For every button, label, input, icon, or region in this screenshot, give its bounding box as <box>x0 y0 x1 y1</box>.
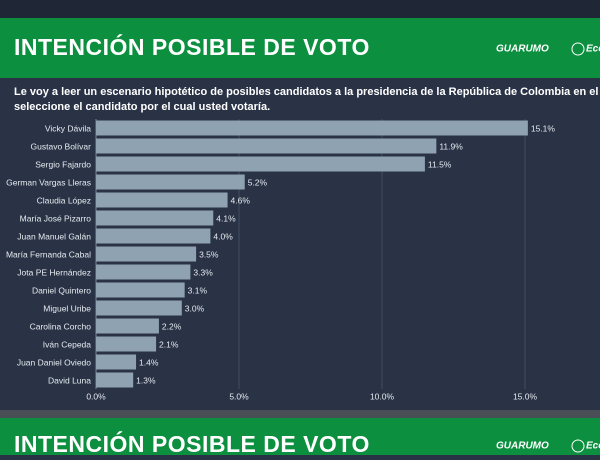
bar <box>96 336 157 352</box>
logo-icon <box>571 42 585 56</box>
bar <box>96 228 211 244</box>
value-label: 4.0% <box>213 231 233 241</box>
logo: Eco <box>586 44 600 55</box>
bar <box>96 210 214 226</box>
value-label: 3.0% <box>185 303 205 313</box>
top-strip <box>0 0 600 18</box>
value-label: 3.1% <box>188 285 208 295</box>
question: Le voy a leer un escenario hipotético de… <box>14 86 600 98</box>
category-label: Daniel Quintero <box>32 285 91 295</box>
x-tick-label: 15.0% <box>513 391 538 401</box>
bar <box>96 354 137 370</box>
category-label: Jota PE Hernández <box>17 267 91 277</box>
value-label: 4.6% <box>231 195 251 205</box>
header-band <box>0 418 600 455</box>
category-label: German Vargas Lleras <box>6 177 91 187</box>
logo: GUARUMO <box>496 44 549 55</box>
value-label: 1.3% <box>136 375 156 385</box>
value-label: 4.1% <box>216 213 236 223</box>
bar <box>96 264 191 280</box>
bar <box>96 120 528 136</box>
separator <box>0 410 600 418</box>
bar <box>96 300 182 316</box>
bar <box>96 174 245 190</box>
category-label: Gustavo Bolívar <box>31 141 92 151</box>
header-band <box>0 18 600 78</box>
value-label: 11.5% <box>428 159 452 169</box>
bar <box>96 138 437 154</box>
value-label: 11.9% <box>439 141 463 151</box>
category-label: Sergio Fajardo <box>35 159 91 169</box>
logo: Eco <box>586 441 600 452</box>
category-label: Juan Manuel Galán <box>17 231 91 241</box>
bar <box>96 246 197 262</box>
bar <box>96 192 228 208</box>
value-label: 2.1% <box>159 339 179 349</box>
category-label: Miguel Uribe <box>43 303 91 313</box>
value-label: 5.2% <box>248 177 268 187</box>
header-title: INTENCIÓN POSIBLE DE VOTO <box>14 33 370 60</box>
category-label: Claudia López <box>37 195 91 205</box>
bar <box>96 282 185 298</box>
value-label: 15.1% <box>531 123 556 133</box>
value-label: 3.5% <box>199 249 219 259</box>
value-label: 1.4% <box>139 357 159 367</box>
value-label: 3.3% <box>193 267 213 277</box>
bar <box>96 156 425 172</box>
x-tick-label: 10.0% <box>370 391 395 401</box>
category-label: David Luna <box>48 375 91 385</box>
bar <box>96 372 134 388</box>
category-label: Carolina Corcho <box>30 321 92 331</box>
category-label: Vicky Dávila <box>45 123 91 133</box>
category-label: María Fernanda Cabal <box>6 249 91 259</box>
category-label: Juan Daniel Oviedo <box>17 357 91 367</box>
logo-icon <box>571 439 585 453</box>
category-label: María José Pizarro <box>20 213 92 223</box>
logo: GUARUMO <box>496 441 549 452</box>
value-label: 2.2% <box>162 321 182 331</box>
x-tick-label: 0.0% <box>86 391 106 401</box>
header-title: INTENCIÓN POSIBLE DE VOTO <box>14 430 370 455</box>
x-tick-label: 5.0% <box>229 391 249 401</box>
bar <box>96 318 159 334</box>
plot: 0.0% 5.0% 10.0% 15.0% Vicky Dávila 15.1% Gusta… <box>6 119 555 401</box>
question: seleccione el candidato por el cual uste… <box>14 101 270 113</box>
category-label: Iván Cepeda <box>43 339 91 349</box>
